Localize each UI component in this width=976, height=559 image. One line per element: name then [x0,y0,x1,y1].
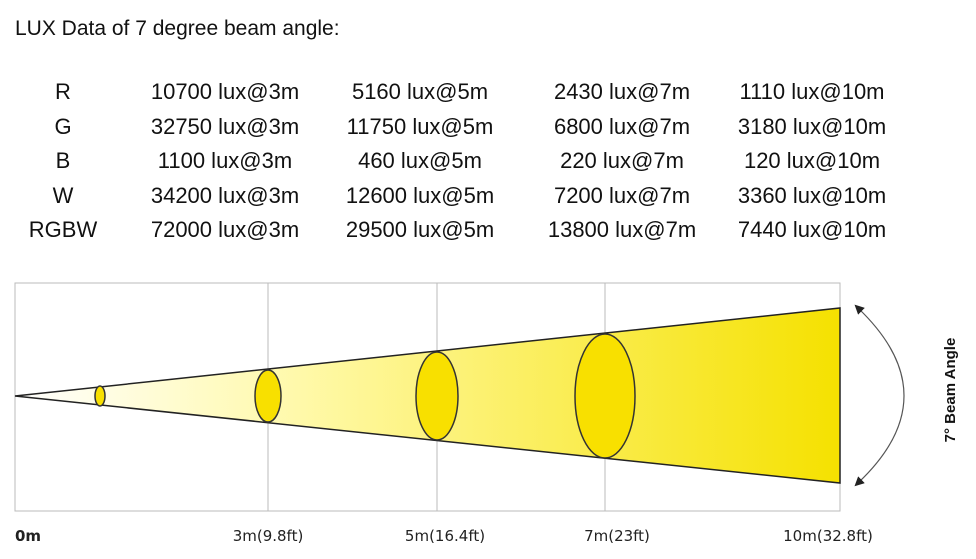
row-label: RGBW [29,217,98,242]
angle-label: 7° Beam Angle [942,338,959,443]
row-label: R [55,79,71,104]
distance-label: 5m(16.4ft) [405,527,485,545]
lux-cell: 7200 lux@7m [554,183,690,208]
row-label: G [54,114,71,139]
row-label: B [56,148,71,173]
lux-cell: 13800 lux@7m [548,217,696,242]
lux-cell: 3180 lux@10m [738,114,886,139]
distance-label: 0m [15,527,41,545]
lux-cell: 29500 lux@5m [346,217,494,242]
lux-cell: 5160 lux@5m [352,79,488,104]
beam-spot [254,369,282,423]
angle-arrow [854,304,905,487]
row-label: W [53,183,74,208]
lux-cell: 2430 lux@7m [554,79,690,104]
lux-cell: 220 lux@7m [560,148,684,173]
lux-table: R 10700 lux@3m 5160 lux@5m 2430 lux@7m 1110 … [29,79,886,242]
lux-cell: 1100 lux@3m [158,148,292,173]
beam-diagram: 7° Beam Angle 0m 3m(9.8ft) 5m(16.4ft) 7m… [14,282,959,545]
lux-cell: 34200 lux@3m [151,183,299,208]
lux-cell: 1110 lux@10m [739,79,884,104]
beam-spot [574,333,636,459]
distance-label: 3m(9.8ft) [233,527,304,545]
lux-cell: 72000 lux@3m [151,217,299,242]
beam-spot [415,351,459,441]
lux-cell: 460 lux@5m [358,148,482,173]
lux-cell: 3360 lux@10m [738,183,886,208]
title: LUX Data of 7 degree beam angle: [15,17,340,40]
beam-spot [94,385,106,407]
lux-cell: 10700 lux@3m [151,79,299,104]
lux-cell: 12600 lux@5m [346,183,494,208]
lux-cell: 120 lux@10m [744,148,880,173]
lux-cell: 32750 lux@3m [151,114,299,139]
lux-cell: 11750 lux@5m [347,114,494,139]
lux-cell: 7440 lux@10m [738,217,886,242]
distance-label: 10m(32.8ft) [783,527,873,545]
distance-label: 7m(23ft) [584,527,650,545]
lux-cell: 6800 lux@7m [554,114,690,139]
